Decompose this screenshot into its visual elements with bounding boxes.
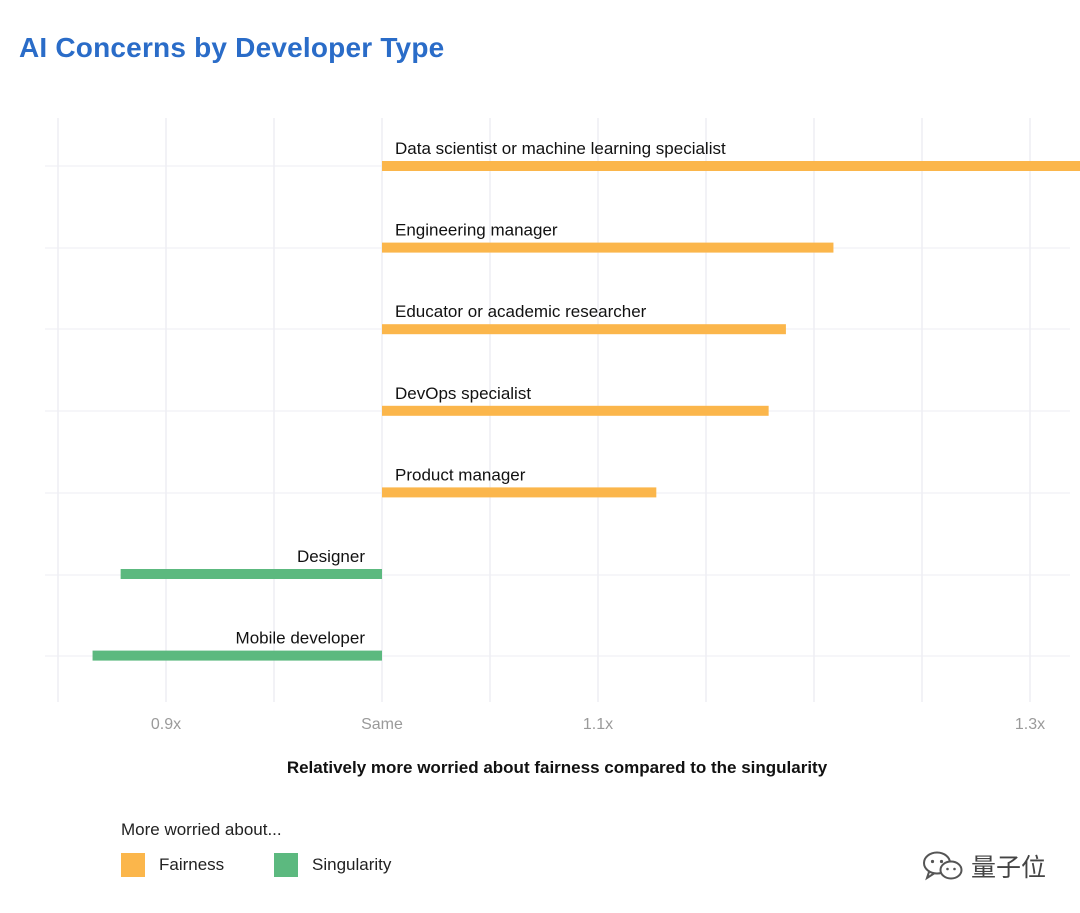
legend-label-singularity: Singularity: [312, 855, 392, 874]
legend-label-fairness: Fairness: [159, 855, 225, 874]
bar-engineering-manager: [382, 242, 834, 253]
bar-group: [92, 161, 1080, 661]
bar-designer: [120, 569, 382, 579]
watermark: 量子位: [921, 848, 1046, 884]
wechat-icon: [922, 851, 963, 881]
legend-item-singularity: Singularity: [274, 853, 391, 877]
bar-label: Data scientist or machine learning speci…: [395, 139, 726, 158]
legend-item-fairness: Fairness: [121, 853, 224, 877]
x-tick-label: 0.9x: [151, 716, 181, 733]
bar-label: Designer: [297, 547, 365, 566]
bar-label: Mobile developer: [236, 629, 366, 648]
x-tick-label: Same: [361, 716, 403, 733]
legend-swatch-fairness: [121, 853, 145, 877]
legend-swatch-singularity: [274, 853, 298, 877]
bar-data-scientist-or-machine-learning-specialist: [382, 161, 1080, 171]
bar-labels: Data scientist or machine learning speci…: [236, 139, 726, 648]
bar-label: Product manager: [395, 465, 526, 484]
bar-label: DevOps specialist: [395, 384, 531, 403]
bar-label: Educator or academic researcher: [395, 302, 647, 321]
watermark-text: 量子位: [970, 854, 1046, 882]
x-tick-label: 1.3x: [1015, 716, 1045, 733]
bar-product-manager: [382, 487, 657, 498]
legend-title: More worried about...: [121, 820, 282, 839]
bar-educator-or-academic-researcher: [382, 324, 786, 335]
chart-title: AI Concerns by Developer Type: [19, 32, 445, 63]
x-tick-label: 1.1x: [583, 716, 613, 733]
bar-devops-specialist: [382, 405, 769, 416]
bar-mobile-developer: [92, 650, 382, 661]
bar-label: Engineering manager: [395, 221, 558, 240]
x-axis-label: Relatively more worried about fairness c…: [286, 758, 828, 777]
